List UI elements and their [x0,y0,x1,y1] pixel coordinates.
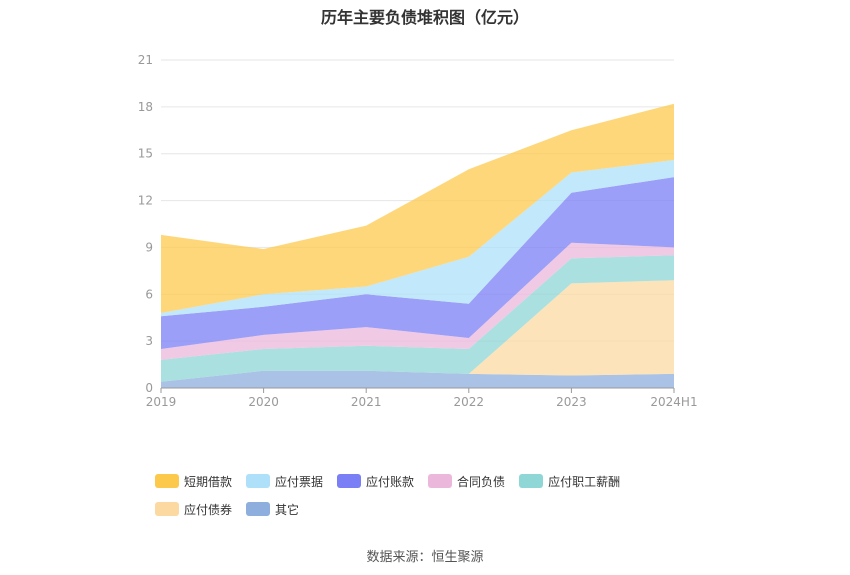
y-tick-label: 9 [145,240,153,254]
legend-swatch [246,474,271,488]
x-tick-label: 2024H1 [650,395,697,409]
legend: 短期借款 应付票据 应付账款 合同负债 应付职工薪酬应付债券 其它 [155,472,715,528]
legend-swatch [428,474,453,488]
legend-label: 应付债券 [184,502,233,517]
y-tick-label: 6 [145,287,153,301]
area-series-3 [161,242,674,360]
legend-swatch [519,474,544,488]
legend-item[interactable]: 合同负债 [428,472,505,490]
legend-label: 应付职工薪酬 [548,474,621,489]
x-tick-label: 2020 [248,395,279,409]
x-tick-label: 2022 [454,395,485,409]
legend-label: 短期借款 [184,474,233,489]
y-tick-label: 12 [138,194,153,208]
source-note: 数据来源：恒生聚源 [366,550,484,565]
legend-item[interactable]: 应付票据 [246,472,323,490]
y-tick-label: 3 [145,334,153,348]
x-tick-label: 2019 [146,395,177,409]
legend-label: 应付账款 [366,474,415,489]
chart-title: 历年主要负债堆积图（亿元） [320,8,529,27]
y-tick-label: 18 [138,100,153,114]
x-tick-label: 2023 [556,395,587,409]
area-series-6 [161,103,674,313]
area-series-5 [161,160,674,317]
area-series-2 [161,255,674,382]
legend-label: 其它 [275,502,300,517]
area-series-1 [161,280,674,382]
legend-swatch [155,502,179,516]
y-tick-label: 15 [138,147,153,161]
area-series-4 [161,177,674,349]
legend-item[interactable]: 应付债券 [155,500,232,518]
legend-item[interactable]: 其它 [246,500,299,518]
legend-label: 应付票据 [275,474,324,489]
x-tick-label: 2021 [351,395,382,409]
y-tick-label: 0 [145,381,153,395]
area-series-0 [161,370,674,388]
legend-swatch [246,502,271,516]
legend-item[interactable]: 应付账款 [337,472,414,490]
legend-swatch [155,474,179,488]
legend-item[interactable]: 短期借款 [155,472,232,490]
y-tick-label: 21 [138,53,153,67]
legend-swatch [337,474,362,488]
legend-item[interactable]: 应付职工薪酬 [519,472,620,490]
legend-label: 合同负债 [457,474,506,489]
